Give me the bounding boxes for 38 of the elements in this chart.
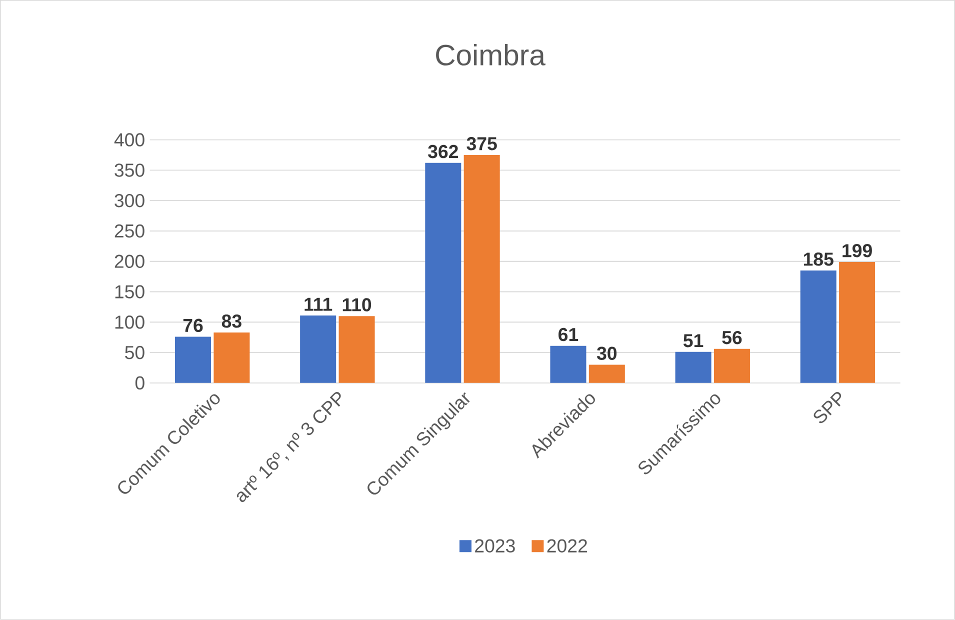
bar xyxy=(800,270,836,384)
data-label: 375 xyxy=(466,137,497,150)
bar xyxy=(425,163,462,384)
data-label: 185 xyxy=(804,252,834,266)
x-tick-label: SPP xyxy=(814,392,842,424)
bar xyxy=(588,364,625,384)
data-label: 83 xyxy=(222,314,242,328)
y-tick-label: 150 xyxy=(115,285,144,298)
data-label: 362 xyxy=(428,145,458,158)
bar xyxy=(839,262,876,384)
y-tick-label: 350 xyxy=(114,164,144,177)
data-label: 110 xyxy=(342,298,372,312)
bar xyxy=(300,316,336,384)
data-label: 76 xyxy=(183,318,203,332)
bar xyxy=(175,336,212,384)
y-tick-label: 300 xyxy=(114,194,144,208)
legend-label: 2023 xyxy=(475,539,515,553)
y-tick-label: 100 xyxy=(115,316,144,329)
chart-title: Coimbra xyxy=(436,44,546,66)
bar xyxy=(714,348,750,384)
data-label: 56 xyxy=(722,331,742,344)
y-tick-label: 0 xyxy=(135,376,144,390)
data-label: 61 xyxy=(558,328,578,342)
data-label: 199 xyxy=(842,244,872,258)
bar xyxy=(550,346,586,384)
bar xyxy=(338,316,375,384)
data-label: 51 xyxy=(683,334,704,348)
bar xyxy=(214,332,250,384)
y-tick-label: 250 xyxy=(114,224,144,238)
bar xyxy=(464,155,500,384)
bar xyxy=(675,352,712,384)
y-tick-label: 200 xyxy=(114,254,144,268)
y-tick-label: 400 xyxy=(114,133,144,147)
data-label: 111 xyxy=(304,298,332,311)
legend-label: 2022 xyxy=(547,539,587,553)
y-tick-label: 50 xyxy=(125,346,144,360)
x-tick-label: artº 16º, nº 3 CPP xyxy=(236,392,341,502)
data-label: 30 xyxy=(596,346,617,360)
